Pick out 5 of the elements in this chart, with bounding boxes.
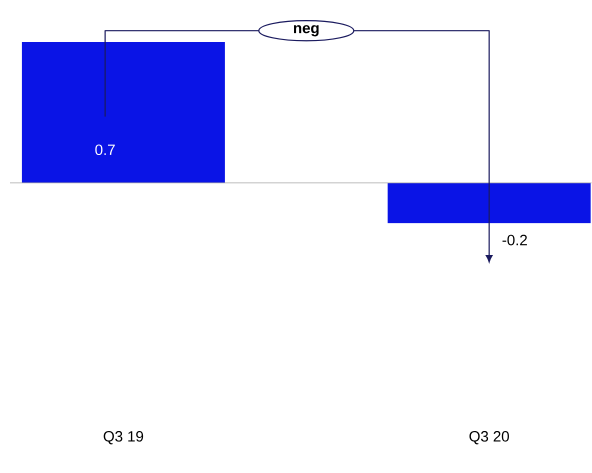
- text: neg: [294, 25, 319, 36]
- x-tick-label: Q3 19: [104, 431, 144, 445]
- data-label: -0.2: [502, 234, 527, 246]
- x-tick-label: Q3 20: [469, 431, 509, 445]
- data-label: 0.7: [95, 144, 115, 156]
